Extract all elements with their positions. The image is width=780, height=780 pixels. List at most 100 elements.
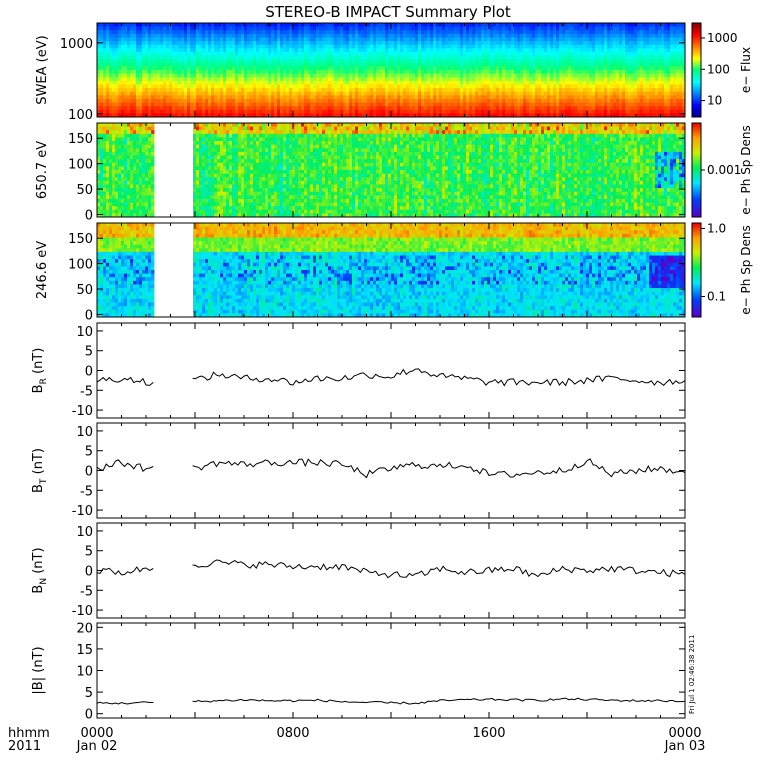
spectrogram-cell [331,109,335,114]
spectrogram-cell [397,66,401,71]
spectrogram-cell [514,113,518,118]
spectrogram-cell [148,109,152,114]
spectrogram-cell [409,37,413,42]
spectrogram-cell [562,73,566,78]
spectrogram-cell [436,95,440,100]
spectrogram-cell [301,91,305,96]
spectrogram-cell [247,77,251,82]
spectrogram-cell [355,41,359,46]
spectrogram-cell [253,37,257,42]
spectrogram-cell [544,70,548,75]
spectrogram-cell [532,98,536,103]
spectrogram-cell [622,23,626,28]
spectrogram-cell [640,30,644,35]
spectrogram-cell [283,84,287,89]
spectrogram-cell [253,84,257,89]
spectrogram-cell [259,106,263,111]
spectrogram-cell [490,109,494,114]
spectrogram-cell [523,95,527,100]
spectrogram-cell [559,95,563,100]
spectrogram-cell [454,44,458,49]
spectrogram-cell [301,77,305,82]
spectrogram-cell [328,73,332,78]
spectrogram-cell [151,59,155,64]
spectrogram-cell [484,51,488,56]
spectrogram-cell [100,55,104,60]
spectrogram-cell [490,37,494,42]
spectrogram-cell [181,91,185,96]
spectrogram-cell [304,109,308,114]
spectrogram-cell [403,33,407,38]
spectrogram-cell [319,33,323,38]
spectrogram-cell [397,98,401,103]
spectrogram-cell [625,113,629,118]
spectrogram-cell [163,51,167,56]
spectrogram-cell [355,44,359,49]
spectrogram-cell [595,88,599,93]
spectrogram-cell [400,51,404,56]
spectrogram-cell [100,44,104,49]
spectrogram-cell [559,88,563,93]
spectrogram-cell [370,26,374,31]
spectrogram-cell [469,91,473,96]
spectrogram-cell [493,84,497,89]
spectrogram-cell [334,51,338,56]
spectrogram-cell [124,98,128,103]
spectrogram-cell [268,98,272,103]
spectrogram-cell [556,51,560,56]
spectrogram-cell [292,109,296,114]
spectrogram-cell [565,66,569,71]
spectrogram-cell [427,37,431,42]
spectrogram-cell [595,48,599,53]
spectrogram-cell [637,88,641,93]
spectrogram-cell [607,70,611,75]
spectrogram-cell [112,88,116,93]
spectrogram-cell [622,59,626,64]
spectrogram-cell [568,41,572,46]
spectrogram-cell [478,102,482,107]
spectrogram-cell [634,33,638,38]
spectrogram-cell [652,80,656,85]
spectrogram-cell [502,73,506,78]
spectrogram-cell [157,66,161,71]
spectrogram-cell [199,95,203,100]
spectrogram-cell [226,26,230,31]
spectrogram-cell [532,95,536,100]
spectrogram-cell [286,59,290,64]
spectrogram-cell [451,37,455,42]
spectrogram-cell [538,33,542,38]
spectrogram-cell [592,102,596,107]
spectrogram-cell [658,98,662,103]
spectrogram-cell [460,23,464,28]
spectrogram-cell [574,23,578,28]
spectrogram-cell [292,80,296,85]
spectrogram-cell [385,33,389,38]
spectrogram-cell [514,70,518,75]
spectrogram-cell [412,102,416,107]
spectrogram-cell [151,73,155,78]
spectrogram-cell [328,77,332,82]
spectrogram-cell [460,44,464,49]
spectrogram-cell [403,106,407,111]
spectrogram-cell [250,73,254,78]
spectrogram-cell [379,48,383,53]
spectrogram-cell [664,41,668,46]
spectrogram-cell [268,51,272,56]
spectrogram-cell [583,84,587,89]
spectrogram-cell [97,77,101,82]
spectrogram-cell [229,84,233,89]
spectrogram-cell [430,62,434,67]
spectrogram-cell [640,33,644,38]
spectrogram-cell [670,106,674,111]
spectrogram-cell [604,88,608,93]
spectrogram-cell [559,84,563,89]
spectrogram-cell [154,84,158,89]
spectrogram-cell [562,95,566,100]
spectrogram-cell [280,80,284,85]
spectrogram-cell [445,84,449,89]
spectrogram-cell [190,44,194,49]
spectrogram-cell [310,109,314,114]
spectrogram-cell [193,30,197,35]
spectrogram-cell [592,109,596,114]
spectrogram-cell [310,23,314,28]
